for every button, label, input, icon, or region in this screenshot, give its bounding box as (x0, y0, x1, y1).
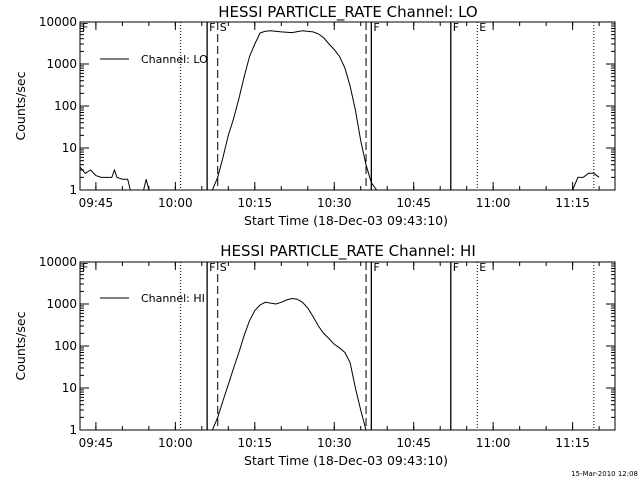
panel-hi-frame (79, 261, 616, 431)
footer-timestamp: 15-Mar-2010 12:08 (571, 470, 638, 478)
annotation-label: F (209, 21, 215, 34)
panel-lo-legend-label: Channel: LO (141, 53, 208, 66)
xtick-label: 11:15 (555, 196, 590, 210)
xtick-label: 11:15 (555, 436, 590, 450)
ytick-label: 1000 (46, 297, 77, 311)
panel-hi: HESSI PARTICLE_RATE Channel: HI Counts/s… (13, 242, 616, 468)
ytick-label: 100 (54, 339, 77, 353)
xtick-label: 10:45 (396, 436, 431, 450)
annotation-label: E (479, 21, 486, 34)
panel-hi-series-line (211, 297, 367, 431)
panel-lo-ylabel: Counts/sec (13, 71, 28, 140)
xtick-label: 10:15 (238, 436, 273, 450)
panel-lo-series-line (79, 30, 600, 191)
ytick-label: 100 (54, 99, 77, 113)
ytick-label: 1 (69, 183, 77, 197)
ytick-label: 1000 (46, 57, 77, 71)
xtick-label: 09:45 (79, 436, 114, 450)
xtick-label: 10:30 (317, 436, 352, 450)
panel-lo-legend: Channel: LO (100, 53, 208, 66)
annotation-label: F (373, 261, 379, 274)
annotation-label: F (82, 261, 88, 274)
annotation-label: F (373, 21, 379, 34)
panel-hi-legend: Channel: HI (100, 292, 205, 305)
panel-hi-legend-label: Channel: HI (141, 292, 205, 305)
xtick-label: 10:00 (158, 196, 193, 210)
ytick-label: 10 (62, 381, 77, 395)
panel-hi-ylabel: Counts/sec (13, 311, 28, 380)
annotation-label: F (453, 261, 459, 274)
annotation-label: S (220, 21, 227, 34)
xtick-label: 10:00 (158, 436, 193, 450)
ytick-label: 10000 (39, 15, 77, 29)
xtick-label: 10:30 (317, 196, 352, 210)
ytick-label: 10000 (39, 255, 77, 269)
panel-hi-title: HESSI PARTICLE_RATE Channel: HI (220, 242, 476, 261)
panel-lo-title: HESSI PARTICLE_RATE Channel: LO (218, 3, 477, 22)
panel-lo: HESSI PARTICLE_RATE Channel: LO Counts/s… (13, 3, 616, 228)
annotation-label: E (479, 261, 486, 274)
panel-lo-frame (79, 21, 616, 191)
annotation-label: F (82, 21, 88, 34)
annotation-label: S (220, 261, 227, 274)
xtick-label: 10:45 (396, 196, 431, 210)
xtick-label: 10:15 (238, 196, 273, 210)
panel-lo-xlabel: Start Time (18-Dec-03 09:43:10) (244, 213, 448, 228)
ytick-label: 1 (69, 423, 77, 437)
annotation-label: F (209, 261, 215, 274)
xtick-label: 11:00 (476, 196, 511, 210)
ytick-label: 10 (62, 141, 77, 155)
panel-hi-xlabel: Start Time (18-Dec-03 09:43:10) (244, 453, 448, 468)
xtick-label: 09:45 (79, 196, 114, 210)
xtick-label: 11:00 (476, 436, 511, 450)
annotation-label: F (453, 21, 459, 34)
